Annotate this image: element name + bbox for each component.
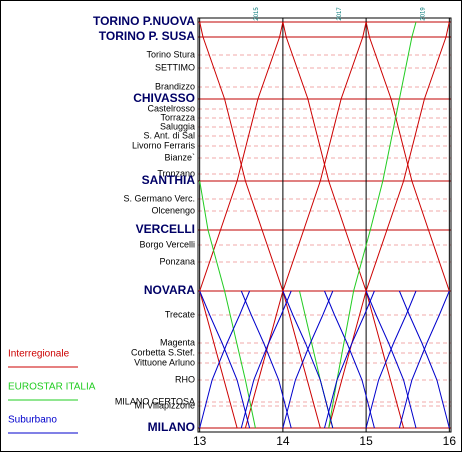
station-label-major: TORINO P.NUOVA: [93, 14, 195, 28]
x-tick-label: 14: [276, 434, 290, 448]
station-label: SETTIMO: [155, 62, 195, 72]
station-label: Magenta: [160, 337, 195, 347]
station-label-major: SANTHIA: [142, 173, 196, 187]
station-label: Tronzano: [157, 168, 195, 178]
station-label-major: CHIVASSO: [133, 91, 195, 105]
station-label: Castelrosso: [147, 103, 195, 113]
train-path: [398, 290, 450, 429]
train-path: [199, 180, 256, 429]
train-number: 2019: [420, 7, 426, 21]
station-label: Livorno Ferraris: [132, 140, 196, 150]
legend-label: Suburbano: [8, 415, 57, 426]
station-label: Torino Stura: [146, 49, 195, 59]
x-tick-label: 15: [359, 434, 373, 448]
train-path: [282, 290, 334, 429]
station-label: Bianze`: [164, 152, 195, 162]
train-path: [199, 290, 238, 429]
station-label: S. Ant. di Sal: [143, 130, 195, 140]
station-label: Saluggia: [160, 121, 195, 131]
station-label: Trecate: [165, 309, 195, 319]
station-label: Vittuone Arluno: [134, 357, 195, 367]
x-tick-label: 16: [443, 434, 457, 448]
train-path: [240, 290, 292, 429]
train-path: [199, 290, 251, 429]
train-path: [365, 21, 450, 292]
train-path: [282, 290, 334, 429]
station-label-major: TORINO P. SUSA: [99, 29, 196, 43]
train-path: [365, 290, 417, 429]
station-label: Olcenengo: [151, 205, 195, 215]
trains: [199, 21, 450, 429]
station-label: Torrazza: [160, 112, 195, 122]
station-label: Ponzana: [159, 256, 195, 266]
train-path: [324, 290, 375, 429]
train-number: 2015: [254, 7, 260, 21]
station-label: Corbetta S.Stef.: [131, 347, 195, 357]
train-path: [199, 290, 251, 429]
plot-border: [197, 17, 452, 433]
train-path: [328, 21, 417, 429]
station-label-major: NOVARA: [144, 283, 195, 297]
station-label-major: MILANO: [148, 420, 195, 434]
train-path: [240, 290, 292, 429]
station-label: MI Villapizzone: [135, 400, 195, 410]
station-label: Borgo Vercelli: [139, 239, 195, 249]
station-label-major: VERCELLI: [136, 222, 195, 236]
train-path: [324, 290, 375, 429]
x-tick-label: 13: [193, 434, 207, 448]
train-number: 2017: [337, 7, 343, 21]
station-label: RHO: [175, 374, 195, 384]
station-label: MILANO CERTOSA: [115, 396, 195, 406]
legend-label: EUROSTAR ITALIA: [8, 382, 96, 393]
legend-label: Interregionale: [8, 349, 70, 360]
train-path: [199, 21, 284, 292]
train-path: [398, 290, 450, 429]
station-label: Brandizzo: [155, 81, 195, 91]
station-label: S. Germano Verc.: [123, 193, 195, 203]
